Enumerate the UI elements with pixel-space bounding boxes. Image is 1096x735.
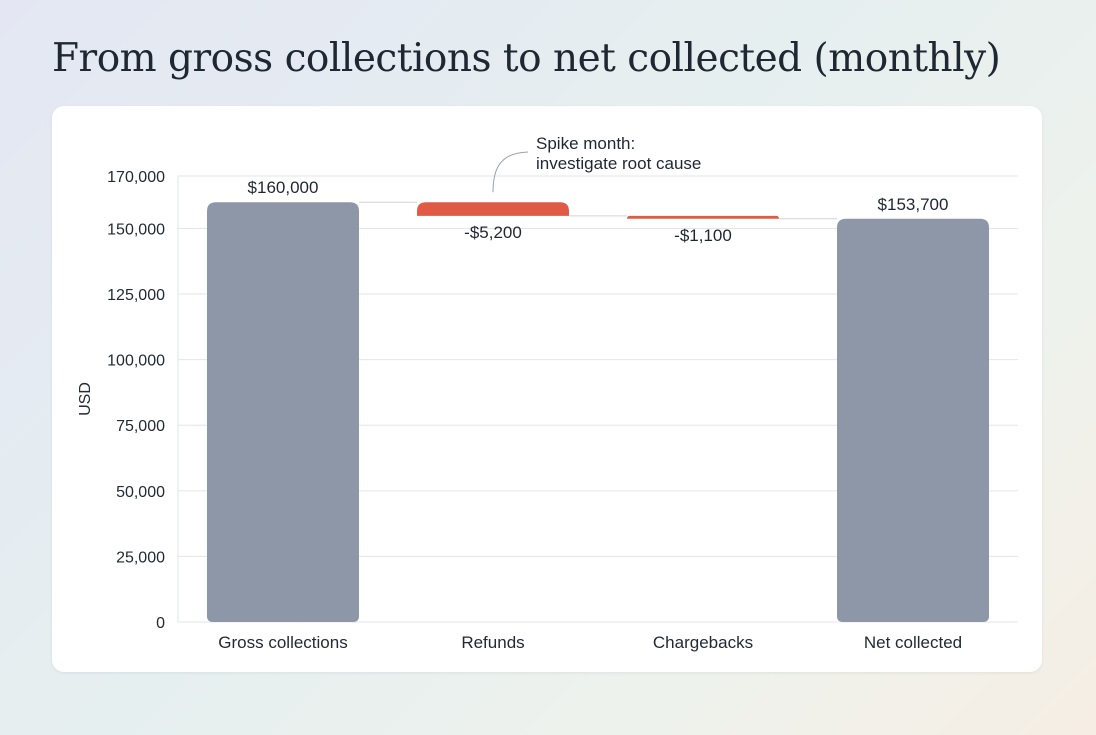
y-axis-label: USD bbox=[77, 382, 94, 416]
bar-gross-collections bbox=[207, 202, 359, 622]
x-tick-label: Net collected bbox=[864, 633, 962, 652]
x-tick-label: Gross collections bbox=[218, 633, 347, 652]
chart-card: 0 25,000 50,000 75,000 100,000 125,000 150,000… bbox=[52, 106, 1042, 672]
annotation-text-line-2: investigate root cause bbox=[536, 154, 701, 173]
y-tick-label: 50,000 bbox=[116, 484, 165, 501]
y-tick-label: 100,000 bbox=[107, 353, 165, 370]
bar-refunds bbox=[417, 202, 569, 216]
x-tick-label: Chargebacks bbox=[653, 633, 753, 652]
annotation-leader-line bbox=[492, 151, 529, 193]
annotation-text-line-1: Spike month: bbox=[536, 134, 635, 153]
y-tick-label: 75,000 bbox=[116, 418, 165, 435]
page-title: From gross collections to net collected … bbox=[52, 36, 1001, 81]
data-label: $160,000 bbox=[248, 178, 319, 197]
data-label: -$1,100 bbox=[674, 226, 732, 245]
data-label: $153,700 bbox=[878, 195, 949, 214]
bar-chargebacks bbox=[627, 215, 779, 219]
y-tick-label: 170,000 bbox=[107, 169, 165, 186]
bar-net-collected bbox=[837, 218, 989, 622]
data-label: -$5,200 bbox=[464, 223, 522, 242]
x-tick-label: Refunds bbox=[461, 633, 524, 652]
y-tick-label: 25,000 bbox=[116, 549, 165, 566]
y-tick-label: 150,000 bbox=[107, 221, 165, 238]
waterfall-chart: 0 25,000 50,000 75,000 100,000 125,000 150,000… bbox=[77, 134, 1018, 652]
y-tick-label: 125,000 bbox=[107, 287, 165, 304]
y-tick-label: 0 bbox=[156, 615, 165, 632]
